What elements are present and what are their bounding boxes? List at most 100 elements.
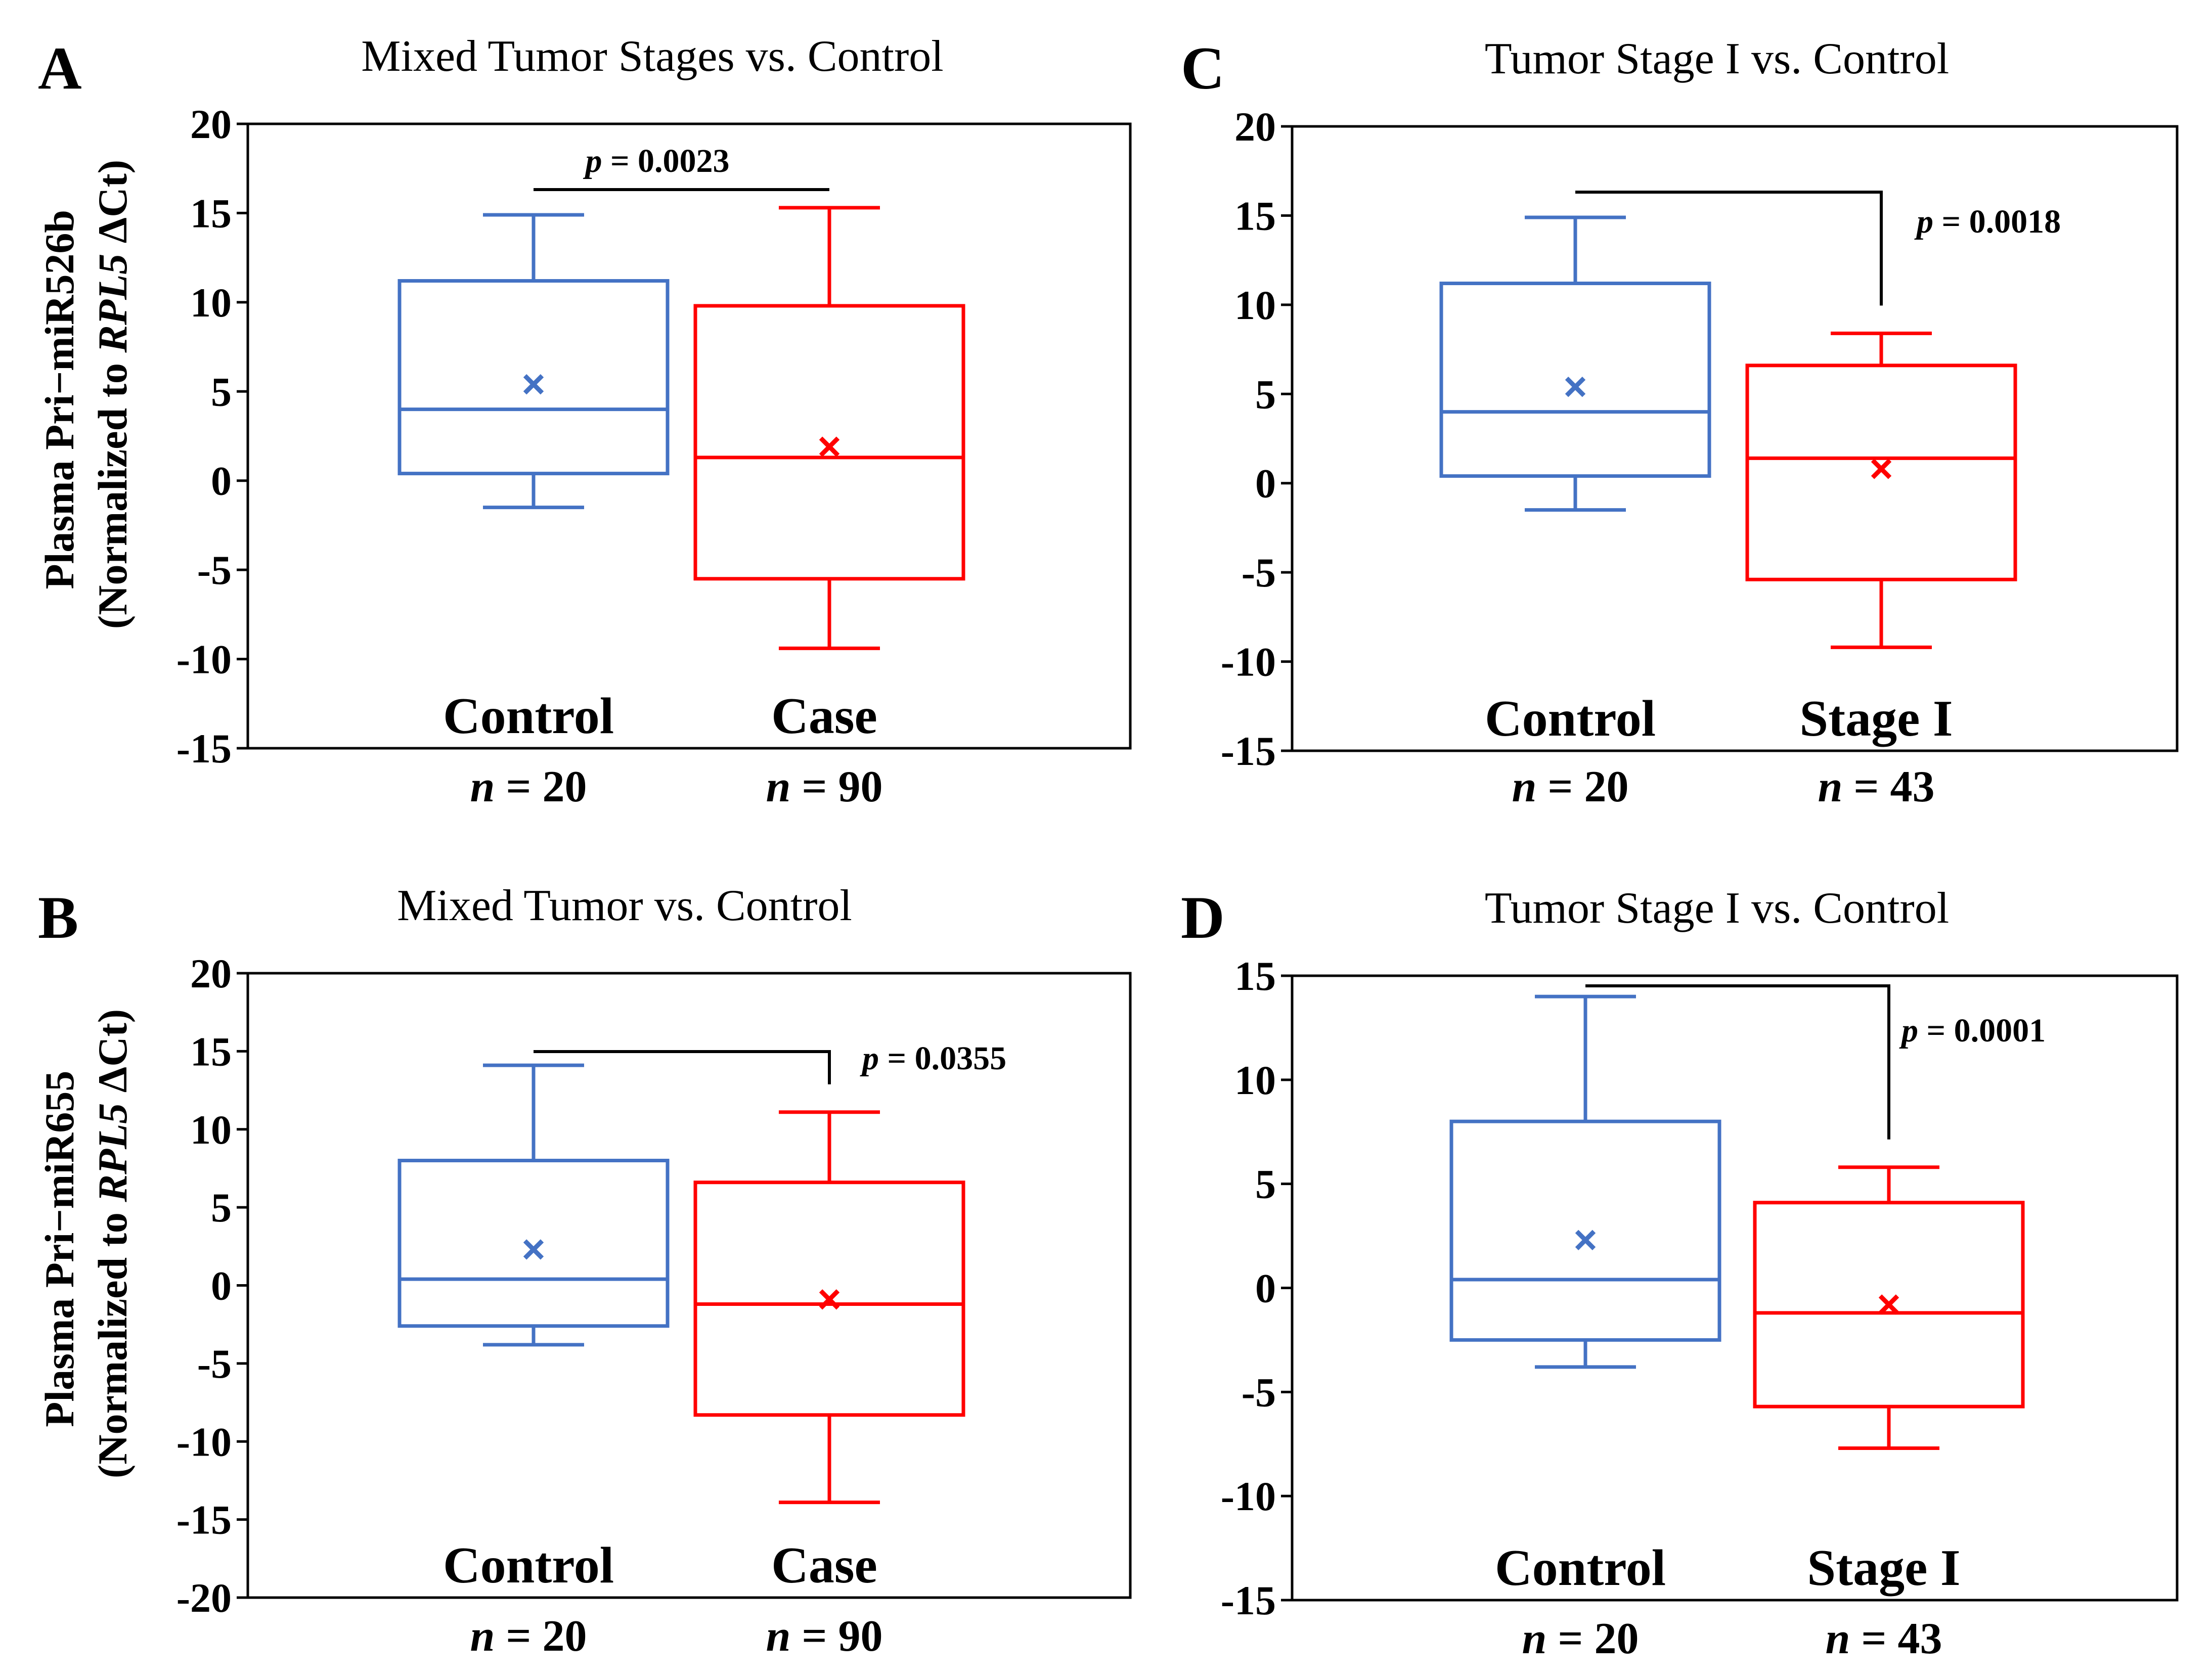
iqr-box	[397, 1159, 670, 1328]
y-tick-label-b: -5	[197, 1341, 232, 1387]
y-axis-label-bottom-gene: RPL5	[90, 1103, 136, 1203]
y-axis-label-bottom-line2: (Normalized to RPL5 ΔCt)	[90, 1009, 136, 1478]
sample-size-a-0-symbol: n	[470, 762, 495, 811]
y-tick-label-a: 10	[190, 280, 232, 326]
significance-bracket-b	[534, 1050, 831, 1084]
y-axis-label-bottom-line1: Plasma Pri−miR655	[36, 1071, 82, 1427]
y-tick-label-b: 15	[190, 1028, 232, 1074]
y-tick-label-a: 15	[190, 190, 232, 236]
sample-size-b-0-symbol: n	[470, 1612, 495, 1661]
y-tick-label-a: -10	[176, 637, 232, 683]
box-group-c-1	[1745, 331, 2017, 649]
category-label-d-0: Control	[1495, 1539, 1666, 1597]
sample-size-c-0: n = 20	[1512, 762, 1628, 811]
sample-size-a-1-value: = 90	[790, 762, 882, 811]
mean-marker	[523, 374, 544, 395]
y-tick-label-a: 20	[190, 101, 232, 147]
y-tick-label-c: 0	[1255, 461, 1276, 507]
sample-size-a-0: n = 20	[470, 762, 587, 811]
p-value-a-symbol: p	[583, 143, 602, 179]
p-value-a-value: = 0.0023	[602, 143, 729, 179]
panel-letter-b: B	[38, 884, 78, 951]
plot-frame-d	[1291, 974, 2179, 1602]
chart-title-a: Mixed Tumor Stages vs. Control	[361, 32, 943, 81]
y-tick-label-b: -10	[176, 1419, 232, 1465]
y-tick-label-a: -5	[197, 547, 232, 593]
iqr-box	[397, 279, 670, 476]
box-group-b-0	[397, 1063, 670, 1347]
sample-size-d-0-symbol: n	[1522, 1614, 1546, 1663]
y-tick-label-d: -5	[1242, 1369, 1276, 1415]
panel-letter-d: D	[1181, 884, 1225, 951]
sample-size-d-1: n = 43	[1825, 1614, 1942, 1663]
y-tick-label-c: 5	[1255, 371, 1276, 417]
sample-size-a-0-value: = 20	[495, 762, 587, 811]
y-tick-label-c: 10	[1234, 282, 1276, 328]
y-tick-label-d: 15	[1234, 953, 1276, 999]
iqr-box	[1439, 282, 1711, 478]
y-tick-label-c: -5	[1242, 550, 1276, 596]
y-tick-label-b: 20	[190, 950, 232, 996]
panel-letter-c: C	[1181, 34, 1225, 102]
sample-size-d-0-value: = 20	[1546, 1614, 1639, 1663]
sample-size-d-1-symbol: n	[1825, 1614, 1850, 1663]
category-label-a-1: Case	[771, 688, 877, 745]
y-tick-label-d: 5	[1255, 1161, 1276, 1207]
box-group-a-1	[693, 206, 965, 650]
mean-marker	[1878, 1294, 1899, 1315]
y-tick-label-b: -20	[176, 1575, 232, 1621]
chart-title-d: Tumor Stage I vs. Control	[1485, 884, 1949, 933]
y-axis-label-bottom-suffix: ΔCt)	[90, 1009, 136, 1103]
mean-marker	[1871, 459, 1892, 479]
y-axis-label-top-suffix: ΔCt)	[90, 160, 136, 254]
p-value-c-value: = 0.0018	[1933, 203, 2061, 240]
y-tick-label-c: 15	[1234, 193, 1276, 239]
y-tick-label-d: 10	[1234, 1057, 1276, 1103]
y-tick-label-b: -15	[176, 1497, 232, 1543]
panel-letter-a: A	[38, 34, 82, 102]
mean-marker	[1575, 1230, 1596, 1251]
y-tick-label-b: 10	[190, 1107, 232, 1153]
bracket-line	[534, 1050, 831, 1084]
p-value-c-symbol: p	[1914, 203, 1933, 240]
y-tick-label-a: 5	[211, 369, 232, 415]
box-group-c-0	[1439, 215, 1711, 512]
category-label-b-0: Control	[443, 1537, 614, 1594]
y-tick-label-a: -15	[176, 725, 232, 771]
p-value-b-value: = 0.0355	[879, 1040, 1006, 1077]
p-value-b: p = 0.0355	[860, 1040, 1006, 1077]
mean-marker	[819, 436, 840, 457]
y-axis-label-top-prefix: (Normalized to	[90, 353, 136, 629]
p-value-d-symbol: p	[1899, 1012, 1918, 1049]
sample-size-b-0-value: = 20	[495, 1612, 587, 1661]
plot-frame-a	[246, 122, 1132, 750]
sample-size-b-0: n = 20	[470, 1612, 587, 1661]
panel-c: C Tumor Stage I vs. Control -15 -10 -5 0 5 10 15…	[1181, 34, 2179, 811]
p-value-d: p = 0.0001	[1899, 1012, 2046, 1049]
box-group-d-1	[1753, 1165, 2025, 1450]
y-tick-label-b: 5	[211, 1185, 232, 1231]
significance-bracket-d	[1585, 984, 1890, 1140]
panel-d: D Tumor Stage I vs. Control -15 -10 -5 0 5 10 15…	[1181, 884, 2179, 1663]
bracket-line	[1585, 984, 1890, 1140]
sample-size-c-1-symbol: n	[1818, 762, 1842, 811]
sample-size-c-1-value: = 43	[1842, 762, 1934, 811]
p-value-a: p = 0.0023	[583, 143, 729, 179]
p-value-d-value: = 0.0001	[1918, 1012, 2046, 1049]
iqr-box	[693, 304, 965, 581]
iqr-box	[1449, 1119, 1721, 1342]
plot-frame-c	[1291, 125, 2179, 752]
p-value-c: p = 0.0018	[1914, 203, 2061, 240]
y-axis-label-top-line2: (Normalized to RPL5 ΔCt)	[90, 160, 136, 629]
bracket-line	[1575, 191, 1883, 306]
category-label-d-1: Stage I	[1807, 1539, 1960, 1597]
sample-size-d-0: n = 20	[1522, 1614, 1639, 1663]
y-axis-label-top-line1: Plasma Pri−miR526b	[36, 210, 82, 589]
y-axis-label-top: Plasma Pri−miR526b (Normalized to RPL5 Δ…	[36, 160, 136, 629]
panel-a: A Mixed Tumor Stages vs. Control -15 -10 -5 0…	[38, 32, 1132, 811]
y-tick-label-c: 20	[1234, 104, 1276, 150]
chart-title-c: Tumor Stage I vs. Control	[1485, 34, 1949, 83]
panels: A Mixed Tumor Stages vs. Control -15 -10 -5 0…	[38, 32, 2179, 1663]
iqr-box	[1753, 1201, 2025, 1409]
